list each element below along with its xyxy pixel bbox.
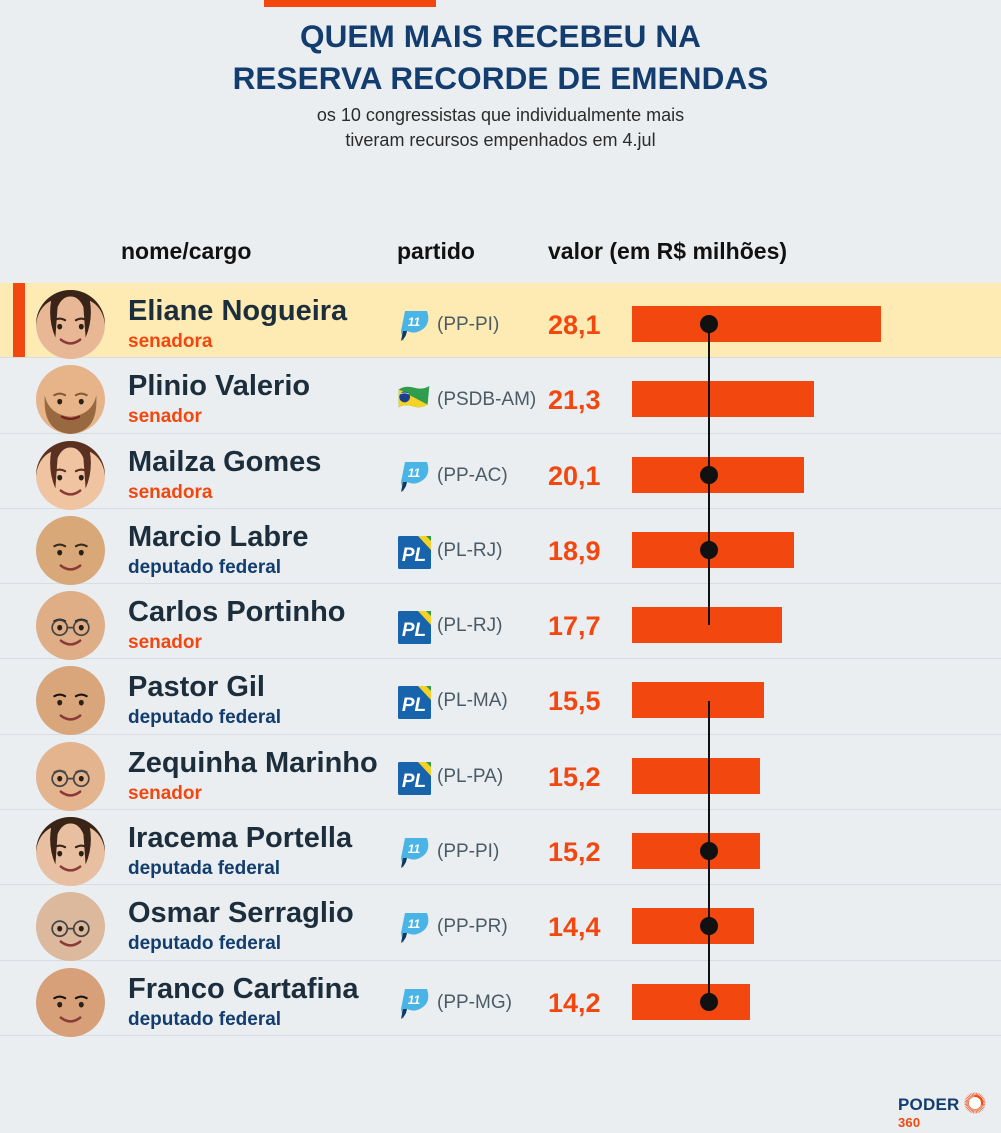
svg-text:PL: PL (402, 695, 426, 716)
svg-text:11: 11 (408, 315, 421, 329)
svg-text:PL: PL (402, 771, 426, 792)
svg-text:11: 11 (408, 993, 421, 1007)
svg-text:PL: PL (402, 545, 426, 566)
svg-text:11: 11 (408, 842, 421, 856)
svg-text:11: 11 (408, 466, 421, 480)
svg-text:11: 11 (408, 917, 421, 931)
svg-text:PL: PL (402, 620, 426, 641)
